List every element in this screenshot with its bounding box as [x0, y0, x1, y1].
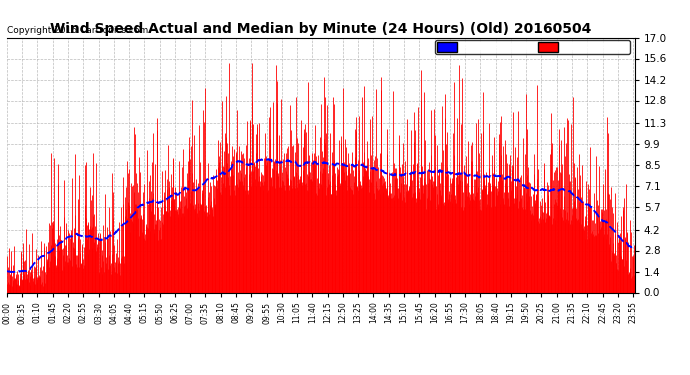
Legend: Median (mph), Wind  (mph): Median (mph), Wind (mph)	[435, 40, 630, 54]
Text: Copyright 2016 Cartronics.com: Copyright 2016 Cartronics.com	[7, 26, 148, 35]
Title: Wind Speed Actual and Median by Minute (24 Hours) (Old) 20160504: Wind Speed Actual and Median by Minute (…	[50, 22, 591, 36]
